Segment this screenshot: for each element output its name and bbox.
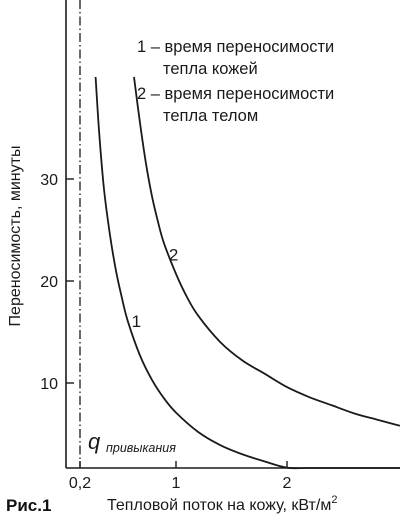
legend-entry-2-line-2: тепла телом <box>163 107 258 125</box>
reference-label-subscript: привыкания <box>106 441 176 455</box>
curve-labels: 12 <box>132 246 179 331</box>
x-axis-title-text: Тепловой поток на кожу, кВт/м <box>107 497 331 514</box>
y-axis-title: Переносимость, минуты <box>7 146 24 327</box>
curve-label-1: 1 <box>132 312 141 331</box>
legend-entry-1-line-1: 1 – время переносимости <box>137 38 334 56</box>
reference-line-group: q привыкания <box>79 0 176 468</box>
x-axis-title: Тепловой поток на кожу, кВт/м2 <box>107 494 337 514</box>
legend-entry-2-line-1: 2 – время переносимости <box>137 85 334 103</box>
y-tick-label: 30 <box>40 172 58 189</box>
x-tick-label: 0,2 <box>69 475 91 492</box>
x-tick-label: 1 <box>172 475 181 492</box>
y-tick-label: 10 <box>40 376 58 393</box>
x-ticks: 0,2 1 2 <box>69 461 292 492</box>
series-1-line <box>94 76 400 470</box>
x-tick-label: 2 <box>283 475 292 492</box>
legend-entry-1-line-2: тепла кожей <box>163 60 258 78</box>
x-axis-title-superscript: 2 <box>331 494 337 506</box>
figure-label: Рис.1 <box>6 496 51 515</box>
y-tick-label: 20 <box>40 274 58 291</box>
curves <box>94 76 400 470</box>
legend: 1 – время переносимости тепла кожей 2 – … <box>137 38 334 125</box>
curve-label-2: 2 <box>169 246 178 265</box>
reference-label: q <box>88 429 101 454</box>
series-2-line <box>133 76 400 427</box>
y-ticks: 10 20 30 <box>40 172 74 393</box>
